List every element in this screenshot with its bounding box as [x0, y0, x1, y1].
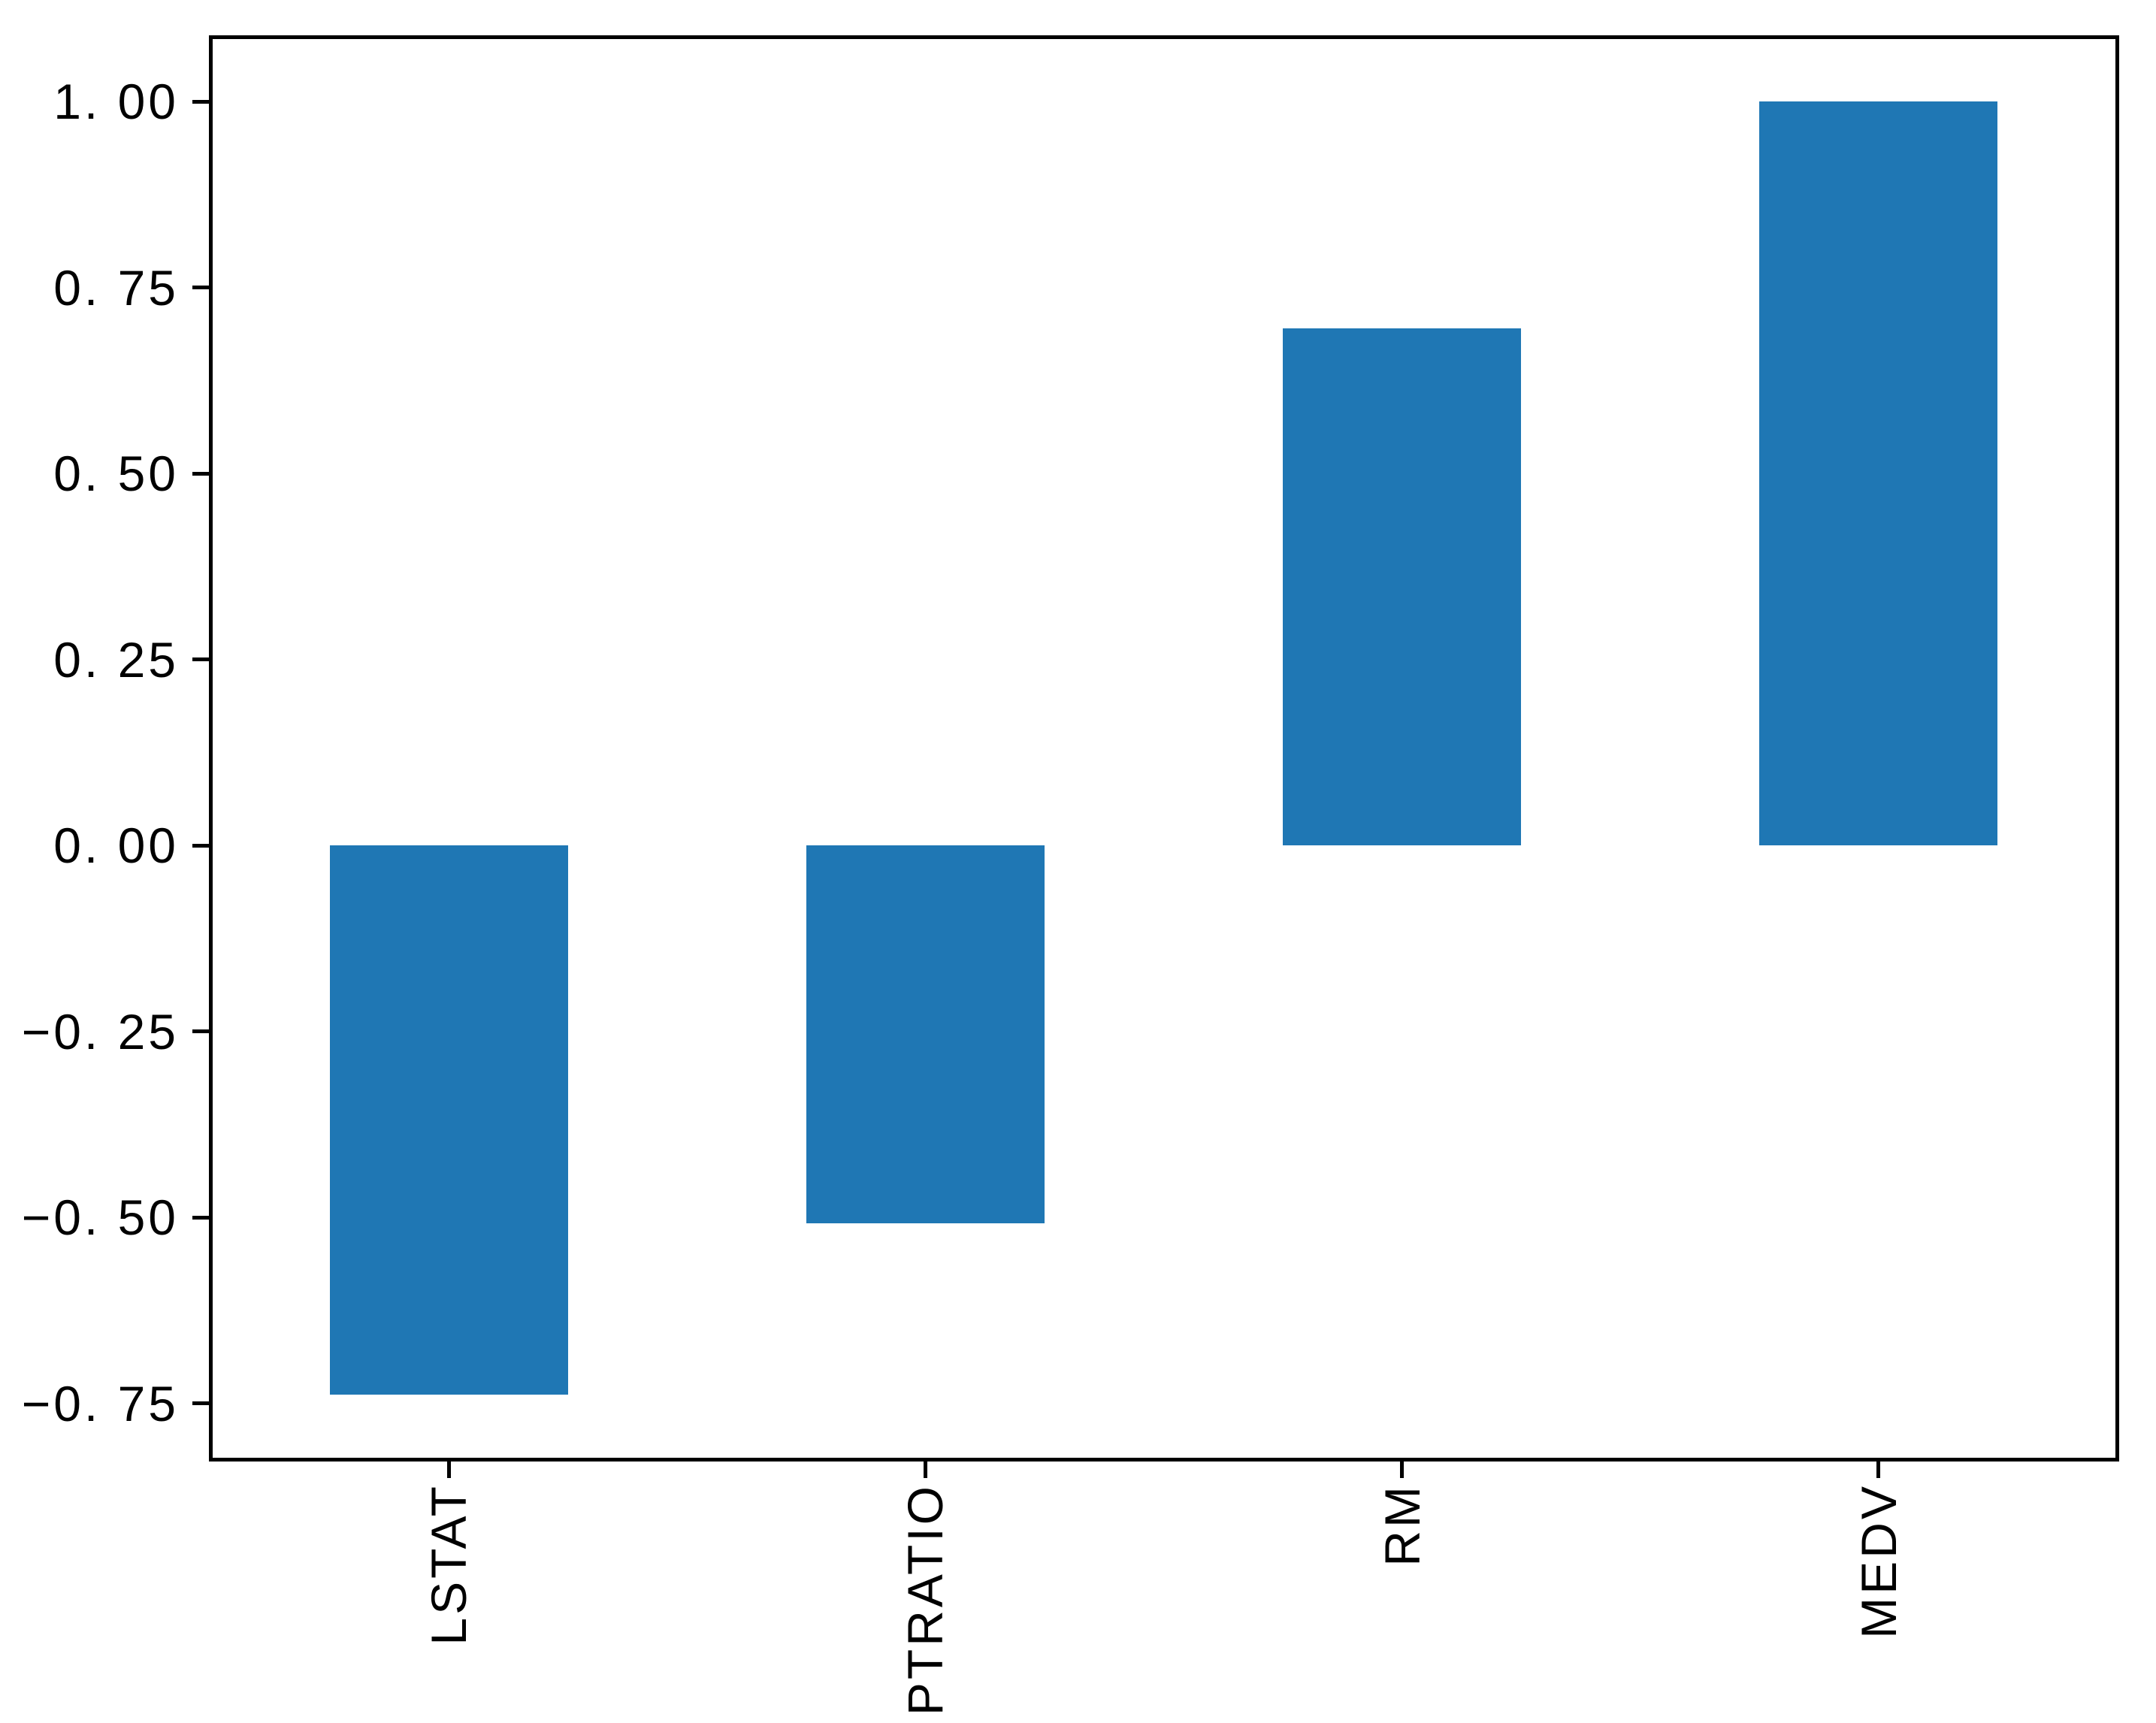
y-tick-label: −0. 25: [21, 1003, 179, 1059]
bar-ptratio: [806, 845, 1045, 1224]
y-tick-mark: [192, 1215, 209, 1220]
y-tick-label: −0. 75: [21, 1375, 179, 1431]
y-tick-label: 1. 00: [53, 74, 179, 130]
y-tick-mark: [192, 1029, 209, 1034]
bar-medv: [1759, 101, 1998, 846]
y-tick-label: 0. 75: [53, 259, 179, 316]
x-tick-mark: [1400, 1461, 1405, 1478]
x-tick-mark: [446, 1461, 451, 1478]
y-tick-label: 0. 00: [53, 818, 179, 874]
x-tick-label-lstat: LSTAT: [421, 1483, 477, 1646]
y-tick-label: 0. 25: [53, 631, 179, 688]
x-tick-label-ptratio: PTRATIO: [897, 1483, 954, 1716]
x-tick-mark: [1876, 1461, 1881, 1478]
y-tick-mark: [192, 471, 209, 476]
y-tick-mark: [192, 657, 209, 662]
y-tick-mark: [192, 286, 209, 290]
bar-lstat: [329, 845, 568, 1395]
y-tick-mark: [192, 843, 209, 848]
x-tick-mark: [923, 1461, 927, 1478]
y-tick-label: −0. 50: [21, 1189, 179, 1246]
y-tick-label: 0. 50: [53, 446, 179, 502]
bar-rm: [1283, 328, 1522, 846]
y-tick-mark: [192, 1401, 209, 1406]
x-tick-label-medv: MEDV: [1850, 1483, 1907, 1639]
y-tick-mark: [192, 99, 209, 104]
x-tick-label-rm: RM: [1374, 1483, 1430, 1567]
